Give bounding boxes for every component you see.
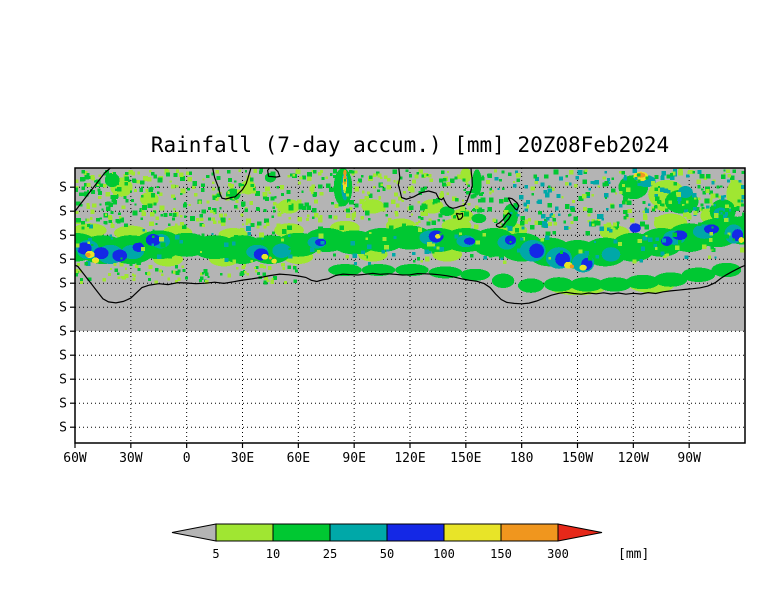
lon-tick-label-120W: 120W	[618, 451, 649, 463]
legend-segment-1	[215, 523, 274, 542]
legend-arrow-left	[171, 523, 217, 542]
map-plot: 30S 40S 50S 60S 70S 80S 90S 100S 110S 120S 130S 60W…	[60, 167, 746, 463]
south_america-coastline	[75, 168, 111, 212]
lat-tick-label-60S: 60S	[60, 253, 67, 268]
lat-tick-label-120S: 120S	[60, 397, 67, 412]
lat-tick-label-70S: 70S	[60, 277, 67, 292]
legend-threshold-label-10: 10	[266, 547, 280, 561]
legend-threshold-label-25: 25	[323, 547, 337, 561]
lat-tick-label-50S: 50S	[60, 229, 67, 244]
lat-tick-label-80S: 80S	[60, 301, 67, 316]
chart-title: Rainfall (7-day accum.) [mm] 20Z08Feb202…	[150, 133, 670, 157]
antarctica-coastline	[75, 264, 745, 305]
legend-colorbar: 5 10 25 50 100 150 300 [mm]	[171, 523, 649, 562]
legend-segment-6	[500, 523, 559, 542]
new_zealand_south-coastline	[495, 212, 512, 228]
legend-threshold-label-100: 100	[433, 547, 455, 561]
tasmania-coastline	[455, 212, 464, 221]
legend-threshold-label-50: 50	[380, 547, 394, 561]
lon-tick-label-30E: 30E	[231, 451, 254, 463]
lon-tick-label-30W: 30W	[119, 451, 143, 463]
rainfall-field	[75, 168, 745, 296]
new_zealand_north-coastline	[507, 197, 520, 211]
legend-arrow-right	[557, 523, 603, 542]
coastlines	[75, 168, 745, 305]
legend-segment-5	[443, 523, 502, 542]
legend-threshold-label-5: 5	[212, 547, 219, 561]
lat-tick-label-40S: 40S	[60, 205, 67, 220]
lon-tick-label-90W: 90W	[677, 451, 701, 463]
legend-threshold-label-150: 150	[490, 547, 512, 561]
lon-tick-label-90E: 90E	[342, 451, 365, 463]
legend-threshold-label-300: 300	[547, 547, 569, 561]
lon-tick-label-0: 0	[183, 451, 191, 463]
lon-tick-label-150W: 150W	[562, 451, 593, 463]
africa-coastline	[212, 168, 252, 200]
lon-tick-label-150E: 150E	[450, 451, 481, 463]
lon-tick-label-60E: 60E	[287, 451, 310, 463]
legend-segment-3	[329, 523, 388, 542]
lat-tick-label-30S: 30S	[60, 181, 67, 196]
lon-tick-label-120E: 120E	[394, 451, 425, 463]
lon-tick-label-60W: 60W	[63, 451, 87, 463]
madagascar-coastline	[266, 168, 281, 178]
legend-segment-2	[272, 523, 331, 542]
australia-coastline	[397, 168, 473, 209]
lat-tick-label-100S: 100S	[60, 349, 67, 364]
legend-unit-label: [mm]	[618, 547, 649, 562]
lat-tick-label-90S: 90S	[60, 325, 67, 340]
lat-tick-label-110S: 110S	[60, 373, 67, 388]
lat-tick-label-130S: 130S	[60, 421, 67, 436]
axis-ticks-labels: 30S 40S 50S 60S 70S 80S 90S 100S 110S 120S 130S 60W…	[60, 181, 701, 463]
no-data-region	[75, 331, 745, 443]
legend-segment-4	[386, 523, 445, 542]
lon-tick-label-180: 180	[510, 451, 533, 463]
